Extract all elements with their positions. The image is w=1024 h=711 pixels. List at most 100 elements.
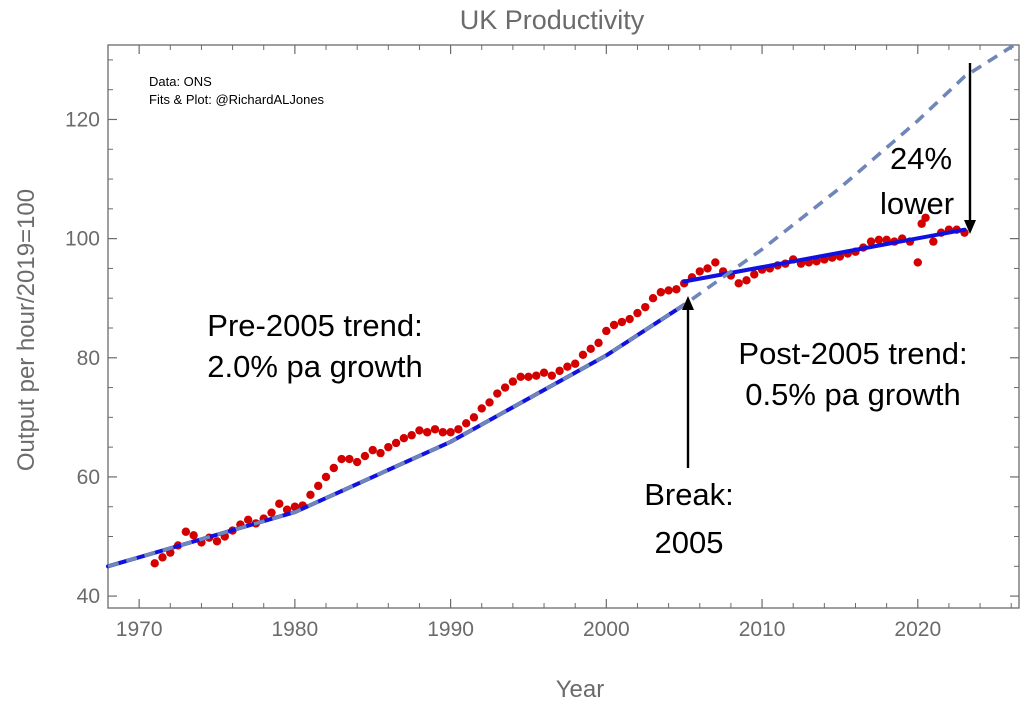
data-point [664, 286, 673, 295]
data-point [913, 258, 922, 267]
y-tick-label: 100 [65, 228, 100, 251]
data-point [917, 219, 926, 228]
data-point [641, 302, 650, 312]
data-point [625, 314, 634, 324]
data-point [524, 372, 533, 382]
data-point [563, 362, 572, 371]
data-point [391, 438, 401, 448]
data-point [648, 294, 658, 303]
data-point [477, 404, 486, 413]
data-point [415, 426, 424, 435]
plot-border [107, 44, 1020, 609]
data-point [656, 288, 666, 297]
data-point [594, 338, 603, 348]
data-point [306, 490, 315, 500]
data-point [212, 537, 222, 546]
data-point [866, 237, 876, 246]
data-point [321, 472, 331, 482]
y-tick-label: 80 [77, 347, 100, 370]
data-point [360, 451, 370, 461]
data-point [469, 413, 479, 422]
data-point [454, 425, 463, 434]
data-point [602, 326, 611, 336]
data-point [150, 559, 159, 568]
data-point [711, 258, 720, 267]
annotation-break-line2: 2005 [655, 525, 724, 560]
x-tick-label: 1970 [116, 618, 163, 641]
chart-title: UK Productivity [460, 5, 645, 35]
data-point [485, 398, 494, 407]
data-point [189, 531, 198, 540]
y-axis-ticks: 40 60 80 100 120 [65, 59, 1019, 608]
credit-author: Fits & Plot: @RichardALJones [149, 92, 325, 107]
x-axis-ticks: 1970 1980 1990 2000 2010 2020 [107, 45, 1012, 641]
data-point [337, 454, 346, 464]
data-point [430, 425, 440, 434]
annotation-gap-line2: lower [880, 186, 954, 221]
pre-2005-trend-dashed-line [107, 40, 1020, 569]
data-point [399, 434, 409, 443]
data-point [703, 264, 712, 273]
credit-data-source: Data: ONS [149, 74, 212, 89]
y-tick-label: 120 [65, 108, 100, 131]
data-point [461, 419, 471, 428]
gap-arrow-head [964, 220, 976, 234]
data-point [609, 320, 619, 330]
annotation-post-trend-line2: 0.5% pa growth [745, 377, 960, 412]
data-point [555, 366, 564, 376]
data-point [742, 276, 751, 285]
data-point [290, 502, 300, 511]
data-point [384, 442, 393, 452]
y-tick-label: 60 [77, 466, 100, 489]
data-point [695, 267, 704, 276]
data-point [345, 454, 354, 464]
data-point [376, 448, 385, 458]
y-tick-label: 40 [77, 585, 100, 608]
data-point [158, 553, 167, 562]
x-tick-label: 2010 [739, 618, 786, 641]
annotation-post-trend-line1: Post-2005 trend: [738, 336, 967, 371]
plot-frame [107, 44, 1020, 609]
data-point [508, 377, 518, 386]
data-point [547, 371, 557, 380]
x-tick-label: 2020 [894, 618, 941, 641]
data-point [532, 371, 541, 380]
series-layer [106, 40, 1020, 569]
x-tick-label: 1980 [272, 618, 319, 641]
y-axis-label: Output per hour/2019=100 [13, 189, 40, 471]
data-point [314, 481, 323, 491]
data-point [368, 445, 377, 455]
data-point [243, 515, 253, 525]
data-point [578, 350, 588, 359]
annotation-arrows [682, 63, 976, 468]
x-axis-label: Year [556, 676, 605, 703]
data-point [493, 389, 502, 398]
data-point [539, 368, 549, 377]
data-point [181, 527, 191, 536]
data-point [929, 237, 938, 246]
x-tick-label: 1990 [427, 618, 474, 641]
data-point [267, 508, 276, 517]
data-point [672, 285, 681, 294]
annotation-pre-trend-line1: Pre-2005 trend: [207, 308, 422, 343]
break-arrow-head [682, 296, 694, 310]
data-point [500, 383, 510, 392]
data-point [633, 308, 642, 318]
annotation-pre-trend-line2: 2.0% pa growth [207, 349, 422, 384]
data-point [352, 457, 362, 467]
data-point [275, 499, 284, 508]
data-point [750, 270, 759, 279]
data-point [874, 235, 884, 245]
data-point [570, 359, 580, 368]
data-point [734, 279, 743, 288]
x-tick-label: 2000 [583, 618, 630, 641]
data-point [423, 428, 432, 437]
data-point [921, 213, 930, 222]
data-point [438, 428, 448, 437]
data-point [516, 372, 525, 382]
data-point [407, 431, 416, 440]
annotation-gap-line1: 24% [890, 141, 952, 176]
data-point [617, 317, 627, 327]
data-point [446, 428, 455, 437]
